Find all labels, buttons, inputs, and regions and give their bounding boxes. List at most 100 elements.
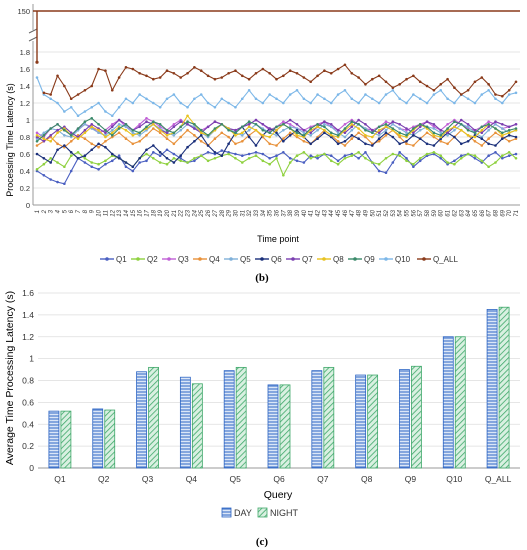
b-data-point-q10 — [336, 93, 340, 96]
b-data-point-q4 — [357, 131, 360, 135]
b-data-point-q9 — [364, 128, 367, 132]
b-y-tick-label: 0.8 — [20, 133, 30, 142]
b-data-point-q3 — [282, 120, 285, 123]
b-data-point-q9 — [56, 122, 59, 126]
b-x-tick-label: 29 — [227, 209, 233, 217]
b-data-point-q10 — [234, 105, 237, 109]
b-data-point-q1 — [364, 151, 367, 154]
b-data-point-q7 — [412, 131, 415, 135]
b-data-point-q1 — [329, 154, 333, 157]
b-data-point-q1 — [384, 171, 388, 174]
b-data-point-q3 — [172, 122, 176, 126]
b-data-point-q9 — [295, 131, 299, 135]
b-data-point-q9 — [145, 125, 148, 129]
b-data-point-q8 — [49, 139, 52, 143]
b-data-point-q6 — [336, 142, 340, 146]
b-data-point-q10 — [104, 110, 107, 113]
b-data-point-q7 — [425, 120, 429, 123]
b-data-point-q4 — [69, 139, 73, 143]
b-legend-label-q3: Q3 — [178, 255, 189, 264]
b-data-point-q3 — [145, 117, 148, 120]
b-data-point-q6 — [193, 139, 196, 143]
c-bar-day — [223, 370, 235, 469]
b-data-point-q8 — [247, 125, 251, 129]
b-data-point-q1 — [193, 159, 196, 163]
b-data-point-q9 — [172, 131, 176, 135]
b-x-tick-label: 15 — [131, 209, 137, 216]
b-data-point-q8 — [104, 135, 107, 139]
b-data-point-q6 — [357, 137, 360, 140]
b-x-tick-label: 65 — [473, 209, 479, 216]
b-x-tick-label: 53 — [391, 209, 397, 216]
b-data-point-q_all — [309, 80, 313, 84]
b-data-point-q_all — [275, 77, 278, 81]
b-data-point-q9 — [487, 122, 490, 126]
b-x-tick-label: 8 — [83, 209, 89, 213]
b-data-point-q4 — [145, 134, 148, 137]
b-data-point-q_all — [247, 77, 251, 81]
b-x-tick-label: 49 — [363, 209, 369, 216]
b-data-point-q10 — [158, 105, 162, 109]
b-data-point-q1 — [83, 161, 87, 164]
b-data-point-q1 — [234, 152, 237, 156]
b-data-point-q1 — [179, 156, 182, 160]
b-data-point-q8 — [83, 131, 87, 135]
b-data-point-q_all — [446, 77, 449, 81]
b-data-point-q10 — [240, 97, 244, 101]
b-data-point-q8 — [275, 128, 278, 132]
b-data-point-q4 — [302, 139, 306, 143]
b-data-point-q9 — [158, 122, 162, 126]
b-data-point-q1 — [69, 169, 73, 173]
b-x-tick-label: 33 — [254, 209, 260, 216]
b-data-point-q2 — [466, 152, 470, 156]
b-data-point-q4 — [425, 131, 429, 135]
b-data-point-q9 — [152, 120, 155, 123]
b-outlier-point — [35, 60, 39, 64]
b-data-point-q4 — [152, 127, 155, 130]
b-data-point-q8 — [329, 134, 333, 137]
c-legend-swatch-night — [257, 507, 268, 518]
b-data-point-q7 — [213, 120, 217, 123]
b-data-point-q10 — [49, 97, 52, 101]
c-x-tick-label: Q7 — [317, 474, 329, 484]
c-legend-swatch-day — [221, 507, 232, 518]
b-data-point-q7 — [90, 122, 94, 126]
b-data-point-q6 — [145, 148, 148, 152]
b-x-tick-label: 28 — [220, 209, 226, 217]
b-data-point-q8 — [124, 128, 128, 132]
b-data-point-q7 — [56, 128, 59, 132]
b-data-point-q10 — [473, 101, 477, 105]
b-data-point-q_all — [357, 76, 360, 79]
b-data-point-q8 — [158, 128, 162, 132]
b-data-point-q8 — [473, 135, 477, 139]
b-x-axis-label: Time point — [257, 234, 299, 244]
b-data-point-q6 — [199, 134, 203, 137]
b-x-tick-label: 24 — [192, 209, 198, 217]
b-data-point-q9 — [240, 125, 244, 129]
b-data-point-q6 — [282, 139, 285, 143]
b-data-point-q9 — [165, 128, 169, 132]
b-data-point-q9 — [254, 122, 258, 126]
b-data-point-q2 — [247, 156, 251, 160]
b-data-point-q7 — [494, 120, 497, 123]
b-data-point-q_all — [42, 91, 46, 95]
b-data-point-q_all — [418, 80, 422, 84]
b-data-point-q1 — [145, 159, 148, 163]
b-data-point-q4 — [439, 139, 443, 143]
b-data-point-q1 — [309, 154, 313, 157]
b-data-point-q6 — [459, 142, 463, 146]
b-data-point-q2 — [446, 161, 449, 164]
b-data-point-q8 — [110, 131, 114, 135]
b-data-point-q1 — [412, 165, 415, 169]
c-x-tick-label: Q2 — [98, 474, 110, 484]
b-data-point-q4 — [234, 142, 237, 146]
c-bar-night — [279, 384, 291, 469]
b-data-point-q_all — [172, 71, 176, 75]
b-data-point-q6 — [83, 154, 87, 157]
b-data-point-q5 — [117, 122, 121, 126]
b-legend-marker-q5 — [229, 257, 233, 261]
b-data-point-q2 — [336, 162, 340, 166]
b-data-point-q7 — [172, 125, 176, 129]
b-data-point-q_all — [453, 86, 456, 89]
b-data-point-q7 — [145, 120, 148, 123]
